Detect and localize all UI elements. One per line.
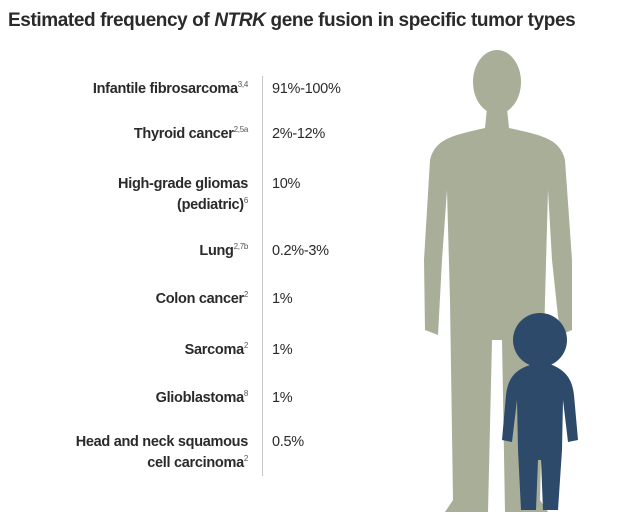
row-label: Infantile fibrosarcoma3,4 [93, 79, 248, 100]
row-label: High-grade gliomas (pediatric)6 [118, 174, 248, 216]
title-text: gene fusion in specific tumor types [270, 10, 576, 31]
footnote-ref: 2 [243, 341, 248, 350]
row-value: 1% [272, 342, 293, 358]
footnote-ref: 2,7b [233, 242, 249, 251]
label-line: Lung [199, 243, 234, 259]
title: Estimated frequency of NTRK gene fusion in… [8, 10, 576, 32]
footnote-ref: 2,5a [233, 125, 249, 134]
row-label: Head and neck squamous cell carcinoma2 [75, 432, 249, 474]
row-value: 1% [272, 291, 293, 307]
label-line: Thyroid cancer [133, 126, 234, 142]
child-body [502, 364, 578, 510]
footnote-ref: 6 [243, 196, 248, 205]
row-label: Glioblastoma8 [155, 388, 249, 409]
label-line: Head and neck squamous [75, 434, 249, 450]
row-label: Thyroid cancer2,5a [134, 124, 248, 145]
row-value: 10% [272, 176, 301, 192]
adult-head [473, 50, 521, 114]
row-label: Sarcoma2 [184, 340, 249, 361]
child-head [513, 313, 567, 367]
row-value: 1% [272, 390, 293, 406]
footnote-ref: 8 [243, 389, 248, 398]
row-value: 91%-100% [272, 81, 341, 97]
divider [262, 76, 263, 476]
title-emphasis: NTRK [214, 10, 266, 31]
row-value: 0.2%-3% [272, 243, 329, 259]
footnote-ref: 2 [243, 454, 248, 463]
footnote-ref: 2 [243, 290, 248, 299]
label-line: Colon cancer [155, 291, 245, 307]
label-line: cell carcinoma [147, 455, 244, 471]
label-line: Infantile fibrosarcoma [92, 81, 238, 97]
label-line: (pediatric) [177, 197, 244, 213]
footnote-ref: 3,4 [237, 80, 249, 89]
label-line: Sarcoma [184, 342, 244, 358]
row-label: Colon cancer2 [155, 289, 249, 310]
row-label: Lung2,7b [199, 241, 248, 262]
title-text: Estimated frequency of [8, 10, 210, 31]
row-value: 2%-12% [272, 126, 326, 142]
label-line: Glioblastoma [155, 390, 245, 406]
row-value: 0.5% [272, 434, 304, 450]
label-line: High-grade gliomas [118, 176, 248, 192]
